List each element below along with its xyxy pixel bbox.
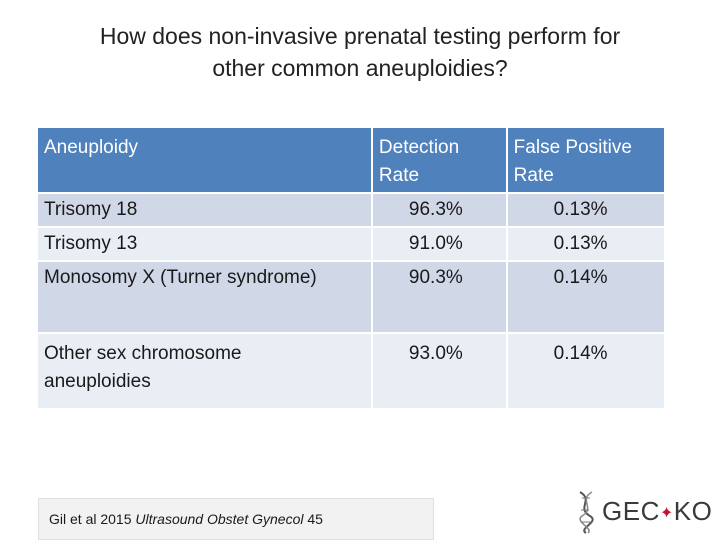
row-name-line-2: aneuploidies [44,371,151,392]
title-line-2: other common aneuploidies? [212,55,508,81]
table-row: Monosomy X (Turner syndrome) 90.3% 0.14% [38,262,664,332]
row-detection-rate: 90.3% [372,262,506,332]
header-fp-line-2: Rate [513,165,554,186]
row-false-positive-rate: 0.14% [507,262,664,332]
title-line-1: How does non-invasive prenatal testing p… [99,23,621,49]
row-name: Other sex chromosome aneuploidies [38,334,371,408]
citation-box: Gil et al 2015 Ultrasound Obstet Gynecol… [38,498,434,540]
row-false-positive-rate: 0.14% [507,334,664,408]
table-row: Trisomy 18 96.3% 0.13% [38,194,664,226]
citation-journal: Ultrasound Obstet Gynecol [135,511,304,527]
row-name: Monosomy X (Turner syndrome) [38,262,371,332]
row-detection-rate: 96.3% [372,194,506,226]
table-row: Trisomy 13 91.0% 0.13% [38,228,664,260]
header-aneuploidy-label: Aneuploidy [44,137,139,158]
row-detection-rate: 91.0% [372,228,506,260]
header-detection-rate: Detection Rate [372,128,506,192]
logo-text: GEC✦KO [602,496,712,527]
row-name: Trisomy 13 [38,228,371,260]
header-detection-line-2: Rate [378,165,420,186]
citation-suffix: 45 [303,511,323,527]
maple-leaf-icon: ✦ [659,505,674,523]
header-aneuploidy: Aneuploidy [38,128,371,192]
logo-text-right: KO [673,496,713,526]
geco-logo: GEC✦KO [572,490,712,534]
aneuploidy-table: Aneuploidy Detection Rate False Positive… [36,126,666,410]
row-name: Trisomy 18 [38,194,371,226]
header-false-positive-rate: False Positive Rate [507,128,664,192]
table-row: Other sex chromosome aneuploidies 93.0% … [38,334,664,408]
citation-prefix: Gil et al 2015 [49,511,136,527]
header-fp-line-1: False Positive [513,137,632,158]
logo-text-left: GEC [602,496,660,526]
row-false-positive-rate: 0.13% [507,228,664,260]
row-false-positive-rate: 0.13% [507,194,664,226]
row-name-line-1: Other sex chromosome [44,343,242,364]
header-detection-line-1: Detection [378,137,460,158]
table-header-row: Aneuploidy Detection Rate False Positive… [38,128,664,192]
row-detection-rate: 93.0% [372,334,506,408]
page-title: How does non-invasive prenatal testing p… [40,20,680,84]
dna-helix-icon [579,491,594,534]
